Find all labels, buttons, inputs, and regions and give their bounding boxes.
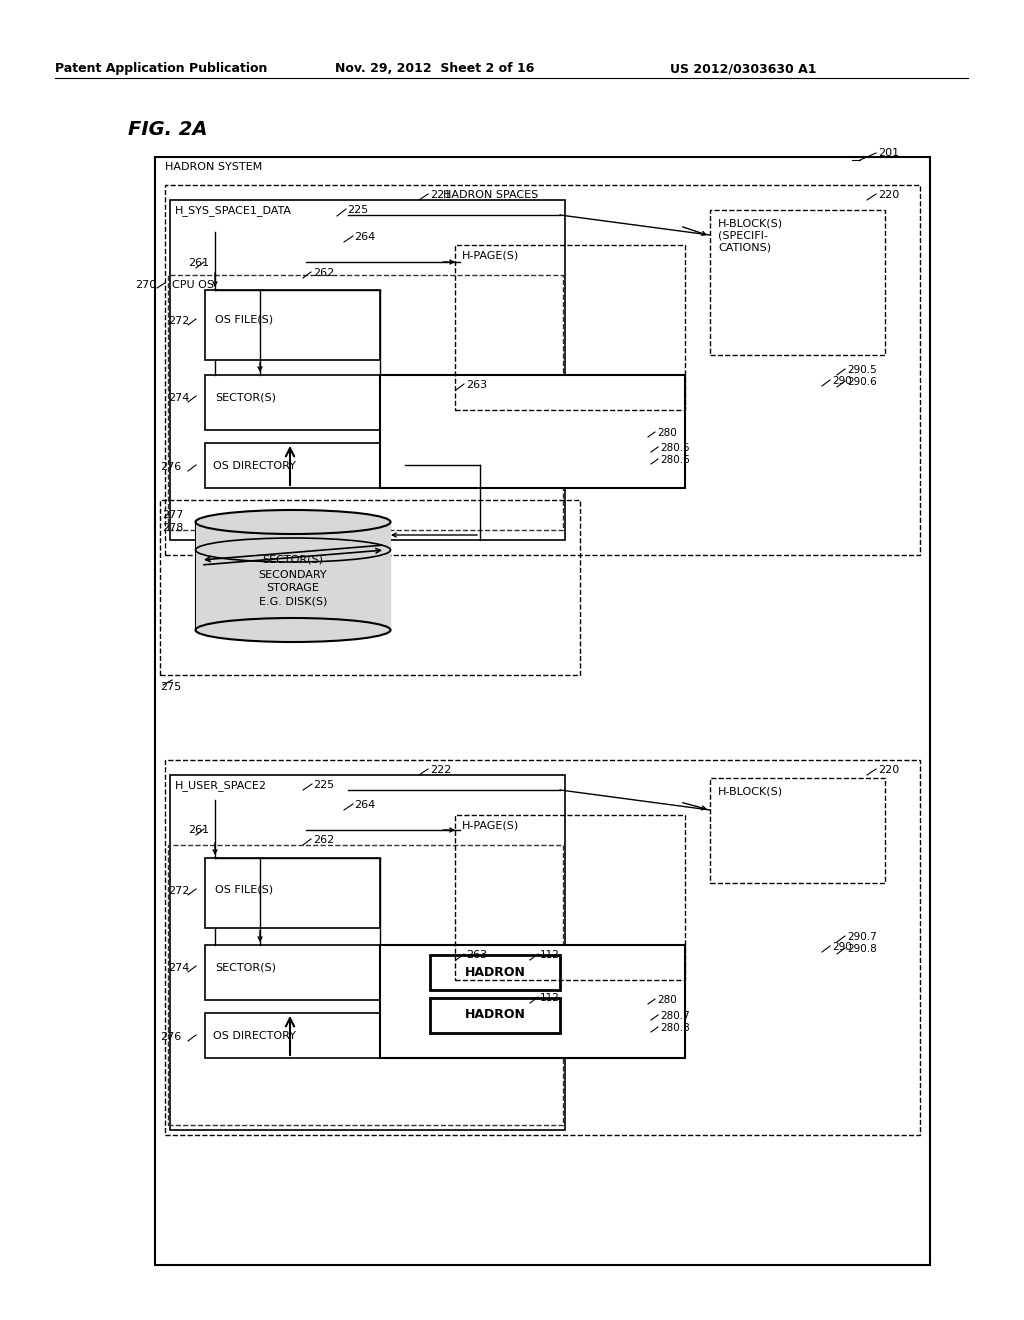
Text: 280: 280 <box>657 995 677 1005</box>
Bar <box>205 444 406 488</box>
Bar <box>710 210 885 355</box>
Text: SECTOR(S): SECTOR(S) <box>262 554 324 565</box>
Bar <box>168 845 563 1125</box>
Bar <box>455 814 685 979</box>
Bar <box>165 185 920 554</box>
Text: 290.5: 290.5 <box>847 366 877 375</box>
Text: 280: 280 <box>657 428 677 438</box>
Bar <box>205 858 380 928</box>
Text: 270: 270 <box>135 280 157 290</box>
Text: SECONDARY: SECONDARY <box>259 570 328 579</box>
Text: 220: 220 <box>878 190 899 201</box>
Text: 280.5: 280.5 <box>660 444 690 453</box>
Text: 290: 290 <box>831 376 852 385</box>
Text: 280.6: 280.6 <box>660 455 690 465</box>
Bar <box>170 201 565 540</box>
Text: H_SYS_SPACE1_DATA: H_SYS_SPACE1_DATA <box>175 205 292 216</box>
Text: 272: 272 <box>168 886 189 896</box>
Text: OS FILE(S): OS FILE(S) <box>215 884 273 895</box>
Text: 225: 225 <box>313 780 334 789</box>
Text: 272: 272 <box>168 315 189 326</box>
Text: 261: 261 <box>188 825 209 836</box>
Text: 276: 276 <box>160 1032 181 1041</box>
Text: OS DIRECTORY: OS DIRECTORY <box>213 1031 296 1041</box>
Bar <box>430 954 560 990</box>
Text: HADRON: HADRON <box>465 965 525 978</box>
Text: 274: 274 <box>168 393 189 403</box>
Text: 201: 201 <box>878 148 899 158</box>
Text: 225: 225 <box>347 205 369 215</box>
Text: 263: 263 <box>466 950 487 960</box>
Text: CPU OS: CPU OS <box>172 280 214 290</box>
Text: 278: 278 <box>162 523 183 533</box>
Text: H-BLOCK(S): H-BLOCK(S) <box>718 218 783 228</box>
Text: 112: 112 <box>540 993 560 1003</box>
Text: OS DIRECTORY: OS DIRECTORY <box>213 461 296 471</box>
Text: 275: 275 <box>160 682 181 692</box>
Text: 280.8: 280.8 <box>660 1023 690 1034</box>
Text: 220: 220 <box>878 766 899 775</box>
Text: HADRON SPACES: HADRON SPACES <box>443 190 539 201</box>
Text: Patent Application Publication: Patent Application Publication <box>55 62 267 75</box>
Text: 290.7: 290.7 <box>847 932 877 942</box>
Bar <box>160 500 580 675</box>
Bar <box>430 998 560 1034</box>
Bar <box>168 275 563 531</box>
Text: 264: 264 <box>354 232 375 242</box>
Text: STORAGE: STORAGE <box>266 583 319 593</box>
Text: 221: 221 <box>430 190 452 201</box>
Text: SECTOR(S): SECTOR(S) <box>215 392 276 403</box>
Bar <box>205 1012 406 1059</box>
Ellipse shape <box>196 539 390 562</box>
Text: OS FILE(S): OS FILE(S) <box>215 315 273 325</box>
Text: H_USER_SPACE2: H_USER_SPACE2 <box>175 780 267 791</box>
Text: 262: 262 <box>313 268 334 279</box>
Bar <box>710 777 885 883</box>
Text: 290.8: 290.8 <box>847 944 877 954</box>
Bar <box>165 760 920 1135</box>
Text: Nov. 29, 2012  Sheet 2 of 16: Nov. 29, 2012 Sheet 2 of 16 <box>335 62 535 75</box>
Text: E.G. DISK(S): E.G. DISK(S) <box>259 597 328 606</box>
Bar <box>380 945 685 1059</box>
Text: 274: 274 <box>168 964 189 973</box>
Text: (SPECIFI-: (SPECIFI- <box>718 230 768 240</box>
Text: 261: 261 <box>188 257 209 268</box>
Ellipse shape <box>196 510 390 535</box>
Bar <box>380 375 685 488</box>
Text: H-PAGE(S): H-PAGE(S) <box>462 249 519 260</box>
Text: 277: 277 <box>162 510 183 520</box>
Text: SECTOR(S): SECTOR(S) <box>215 962 276 972</box>
Text: 290.6: 290.6 <box>847 378 877 387</box>
Text: 222: 222 <box>430 766 452 775</box>
Text: HADRON SYSTEM: HADRON SYSTEM <box>165 162 262 172</box>
Text: 264: 264 <box>354 800 375 810</box>
Text: H-PAGE(S): H-PAGE(S) <box>462 820 519 830</box>
Bar <box>155 157 930 1265</box>
Bar <box>205 375 425 430</box>
Text: 263: 263 <box>466 380 487 389</box>
Text: HADRON: HADRON <box>465 1008 525 1022</box>
Bar <box>205 290 380 360</box>
Text: FIG. 2A: FIG. 2A <box>128 120 208 139</box>
Text: 112: 112 <box>540 950 560 960</box>
Text: 280.7: 280.7 <box>660 1011 690 1020</box>
Bar <box>196 521 391 630</box>
Bar <box>170 775 565 1130</box>
Text: H-BLOCK(S): H-BLOCK(S) <box>718 785 783 796</box>
Bar <box>455 246 685 411</box>
Ellipse shape <box>196 618 390 642</box>
Text: 276: 276 <box>160 462 181 473</box>
Bar <box>205 945 425 1001</box>
Text: 262: 262 <box>313 836 334 845</box>
Text: US 2012/0303630 A1: US 2012/0303630 A1 <box>670 62 816 75</box>
Text: CATIONS): CATIONS) <box>718 242 771 252</box>
Text: 290: 290 <box>831 942 852 952</box>
